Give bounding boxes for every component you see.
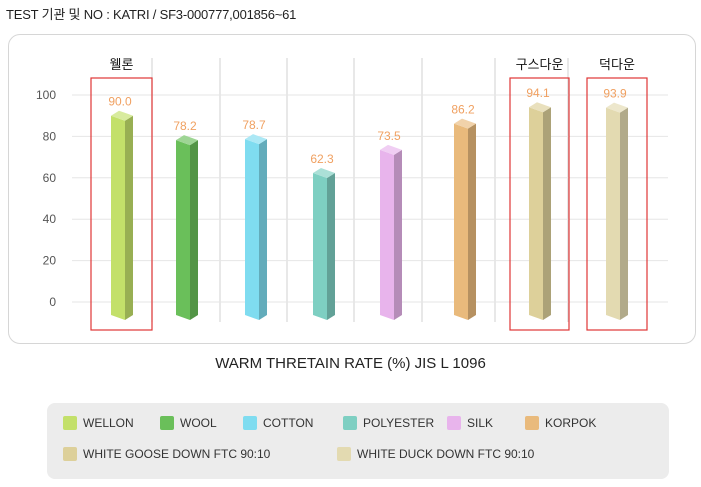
legend-item: SILK [447, 416, 493, 430]
legend-swatch [447, 416, 461, 430]
bar-side [468, 123, 476, 320]
y-tick-label: 80 [43, 129, 57, 143]
legend-label: WELLON [83, 416, 134, 430]
bar [176, 140, 190, 320]
y-tick-label: 20 [43, 254, 57, 268]
highlight-label: 구스다운 [516, 58, 564, 73]
bar-side [125, 115, 133, 320]
data-label: 93.9 [603, 87, 627, 101]
highlight-label: 덕다운 [599, 58, 635, 73]
legend-item: WELLON [63, 416, 134, 430]
legend-label: KORPOK [545, 416, 597, 430]
legend-swatch [525, 416, 539, 430]
y-tick-label: 0 [49, 295, 56, 309]
bar-top [606, 102, 628, 113]
legend-item: WOOL [160, 416, 217, 430]
bar [380, 149, 394, 320]
data-label: 86.2 [451, 103, 475, 117]
bar-top [454, 118, 476, 129]
bar [529, 107, 543, 320]
bar-side [620, 107, 628, 320]
bar-top [529, 102, 551, 113]
data-label: 73.5 [377, 129, 401, 143]
data-label: 62.3 [310, 152, 334, 166]
bar [454, 123, 468, 320]
highlight-box [90, 77, 153, 331]
chart-caption: WARM THRETAIN RATE (%) JIS L 1096 [215, 355, 486, 372]
bar-top [313, 168, 335, 179]
legend-label: SILK [467, 416, 494, 430]
legend-label: COTTON [263, 416, 314, 430]
bar-top [111, 110, 133, 121]
bar-side [543, 107, 551, 320]
data-label: 78.7 [242, 118, 266, 132]
highlight-label: 웰론 [110, 58, 134, 73]
legend: WELLON WOOL COTTON POLYESTER SILK KORPOK WHITE… [47, 403, 669, 479]
bar-top [245, 134, 267, 145]
legend-swatch [63, 416, 77, 430]
legend-item: WHITE GOOSE DOWN FTC 90:10 [63, 447, 270, 461]
bar [111, 115, 125, 320]
bar [245, 139, 259, 320]
legend-label: WOOL [180, 416, 217, 430]
legend-item: POLYESTER [343, 416, 434, 430]
bar-chart: 100 80 60 40 20 0 90.0 78.2 78.7 62.3 73.5 86.2 94.1… [36, 58, 668, 331]
bar-side [259, 139, 267, 320]
highlight-box [586, 77, 648, 331]
legend-label: POLYESTER [363, 416, 435, 430]
y-tick-label: 60 [43, 171, 57, 185]
bar [313, 173, 327, 320]
data-label: 78.2 [173, 119, 197, 133]
legend-item: KORPOK [525, 416, 596, 430]
legend-item: COTTON [243, 416, 313, 430]
data-label: 94.1 [526, 86, 550, 100]
bar-side [394, 149, 402, 320]
highlight-box [509, 77, 570, 331]
bar-top [176, 135, 198, 146]
bar-top [380, 144, 402, 155]
legend-swatch [343, 416, 357, 430]
y-tick-label: 40 [43, 212, 57, 226]
legend-swatch [337, 447, 351, 461]
bar-side [190, 140, 198, 320]
bar-side [327, 173, 335, 320]
data-label: 90.0 [108, 95, 132, 109]
y-tick-label: 100 [36, 88, 56, 102]
bar [606, 107, 620, 320]
legend-item: WHITE DUCK DOWN FTC 90:10 [337, 447, 534, 461]
legend-swatch [63, 447, 77, 461]
legend-label: WHITE GOOSE DOWN FTC 90:10 [83, 447, 271, 461]
legend-swatch [243, 416, 257, 430]
legend-label: WHITE DUCK DOWN FTC 90:10 [357, 447, 535, 461]
test-info: TEST 기관 및 NO : KATRI / SF3-000777,001856… [6, 7, 297, 22]
legend-swatch [160, 416, 174, 430]
